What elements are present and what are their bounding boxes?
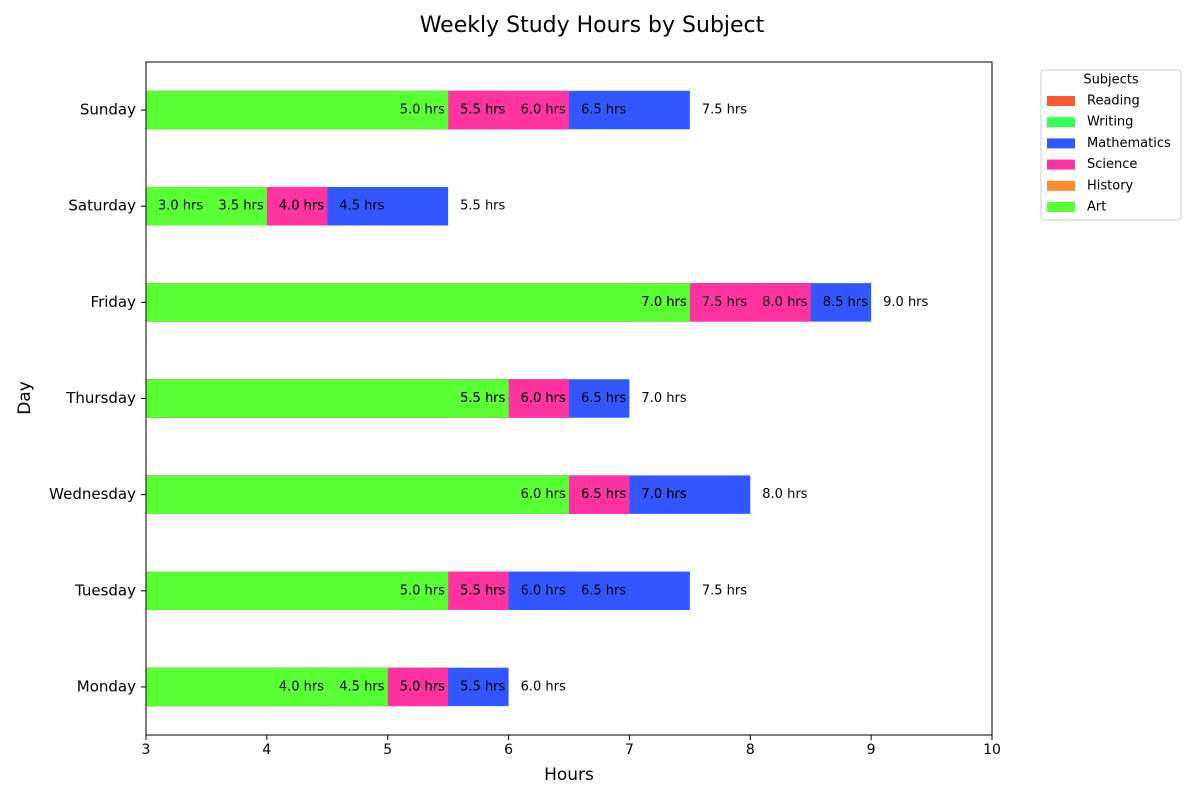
value-label: 5.5 hrs [460, 583, 505, 598]
bars [146, 90, 872, 707]
value-label: 3.5 hrs [218, 199, 263, 214]
value-label: 6.0 hrs [521, 583, 566, 598]
value-label: 4.5 hrs [339, 679, 384, 694]
value-label: 9.0 hrs [883, 295, 928, 310]
value-label: 6.0 hrs [521, 391, 566, 406]
value-label: 7.0 hrs [641, 487, 686, 502]
legend-label: Art [1087, 200, 1106, 215]
legend-label: Reading [1087, 94, 1140, 109]
y-tick-label: Sunday [80, 101, 136, 119]
value-label: 8.0 hrs [762, 295, 807, 310]
x-tick-label: 10 [983, 742, 1001, 758]
legend-label: Writing [1087, 115, 1133, 130]
y-tick-label: Saturday [68, 197, 136, 215]
legend-box [1040, 69, 1182, 221]
value-labels: 4.0 hrs 5.0 hrs 6.0 hrs 5.5 hrs 7.0 hrs 3.0 h… [158, 103, 929, 695]
bar [146, 667, 388, 707]
value-label: 5.5 hrs [460, 391, 505, 406]
value-label: 6.0 hrs [521, 103, 566, 118]
axes: 3 4 5 6 7 8 9 10 Monday Tuesday Wednesday Thursday F… [49, 101, 1001, 758]
value-label: 6.5 hrs [581, 583, 626, 598]
legend-label: Science [1087, 157, 1137, 172]
legend-swatch [1047, 138, 1075, 149]
x-tick-label: 3 [142, 742, 151, 758]
x-axis-label: Hours [544, 765, 594, 785]
chart-title: Weekly Study Hours by Subject [420, 13, 765, 38]
x-tick-label: 7 [625, 742, 634, 758]
x-tick-label: 8 [746, 742, 755, 758]
y-axis-label: Day [15, 381, 35, 415]
value-label: 5.5 hrs [460, 103, 505, 118]
legend-swatch [1047, 159, 1075, 170]
value-label: 6.0 hrs [521, 679, 566, 694]
value-label: 7.0 hrs [641, 391, 686, 406]
value-label: 4.0 hrs [279, 199, 324, 214]
value-label: 6.5 hrs [581, 103, 626, 118]
value-label: 6.5 hrs [581, 487, 626, 502]
legend-swatch [1047, 117, 1075, 128]
value-label: 4.0 hrs [279, 679, 324, 694]
value-label: 5.5 hrs [460, 103, 505, 118]
bar [146, 186, 267, 226]
value-label: 7.0 hrs [641, 295, 686, 310]
value-label: 5.0 hrs [400, 583, 445, 598]
value-label: 6.0 hrs [521, 487, 566, 502]
value-label: 5.0 hrs [400, 679, 445, 694]
value-label: 5.5 hrs [460, 391, 505, 406]
y-tick-label: Thursday [65, 389, 136, 407]
value-label: 5.0 hrs [400, 103, 445, 118]
y-tick-label: Friday [91, 293, 137, 311]
value-label: 7.0 hrs [641, 487, 686, 502]
legend-label: History [1087, 178, 1134, 193]
value-label: 6.5 hrs [581, 487, 626, 502]
value-label: 7.5 hrs [702, 295, 747, 310]
value-label: 5.0 hrs [400, 679, 445, 694]
value-label: 8.5 hrs [823, 295, 868, 310]
bar [146, 475, 569, 514]
value-label: 8.0 hrs [762, 487, 807, 502]
value-label: 5.5 hrs [460, 199, 505, 214]
bar [146, 571, 449, 611]
value-label: 6.5 hrs [581, 391, 626, 406]
legend-label: Mathematics [1087, 136, 1171, 151]
x-tick-label: 6 [504, 742, 513, 758]
value-label: 6.0 hrs [521, 391, 566, 406]
value-label: 4.5 hrs [339, 199, 384, 214]
legend-title: Subjects [1083, 73, 1139, 88]
value-label: 7.5 hrs [702, 103, 747, 118]
value-label: 3.0 hrs [158, 199, 203, 214]
legend-swatch [1047, 202, 1075, 212]
legend-swatch [1047, 96, 1075, 106]
bar [146, 379, 509, 418]
bar [146, 90, 449, 130]
y-tick-label: Monday [77, 677, 136, 695]
value-label: 7.0 hrs [641, 295, 686, 310]
x-tick-label: 4 [262, 742, 271, 758]
value-label: 4.0 hrs [279, 199, 324, 214]
value-label: 5.5 hrs [460, 583, 505, 598]
y-tick-label: Wednesday [49, 485, 136, 503]
value-label: 5.5 hrs [460, 679, 505, 694]
x-tick-label: 5 [383, 742, 392, 758]
legend-swatch [1047, 180, 1075, 191]
x-tick-label: 9 [867, 742, 876, 758]
bar [146, 283, 690, 322]
value-label: 7.5 hrs [702, 583, 747, 598]
y-tick-label: Tuesday [74, 581, 136, 599]
legend: Subjects Reading Writing Mathematics Scienc… [1040, 69, 1182, 221]
